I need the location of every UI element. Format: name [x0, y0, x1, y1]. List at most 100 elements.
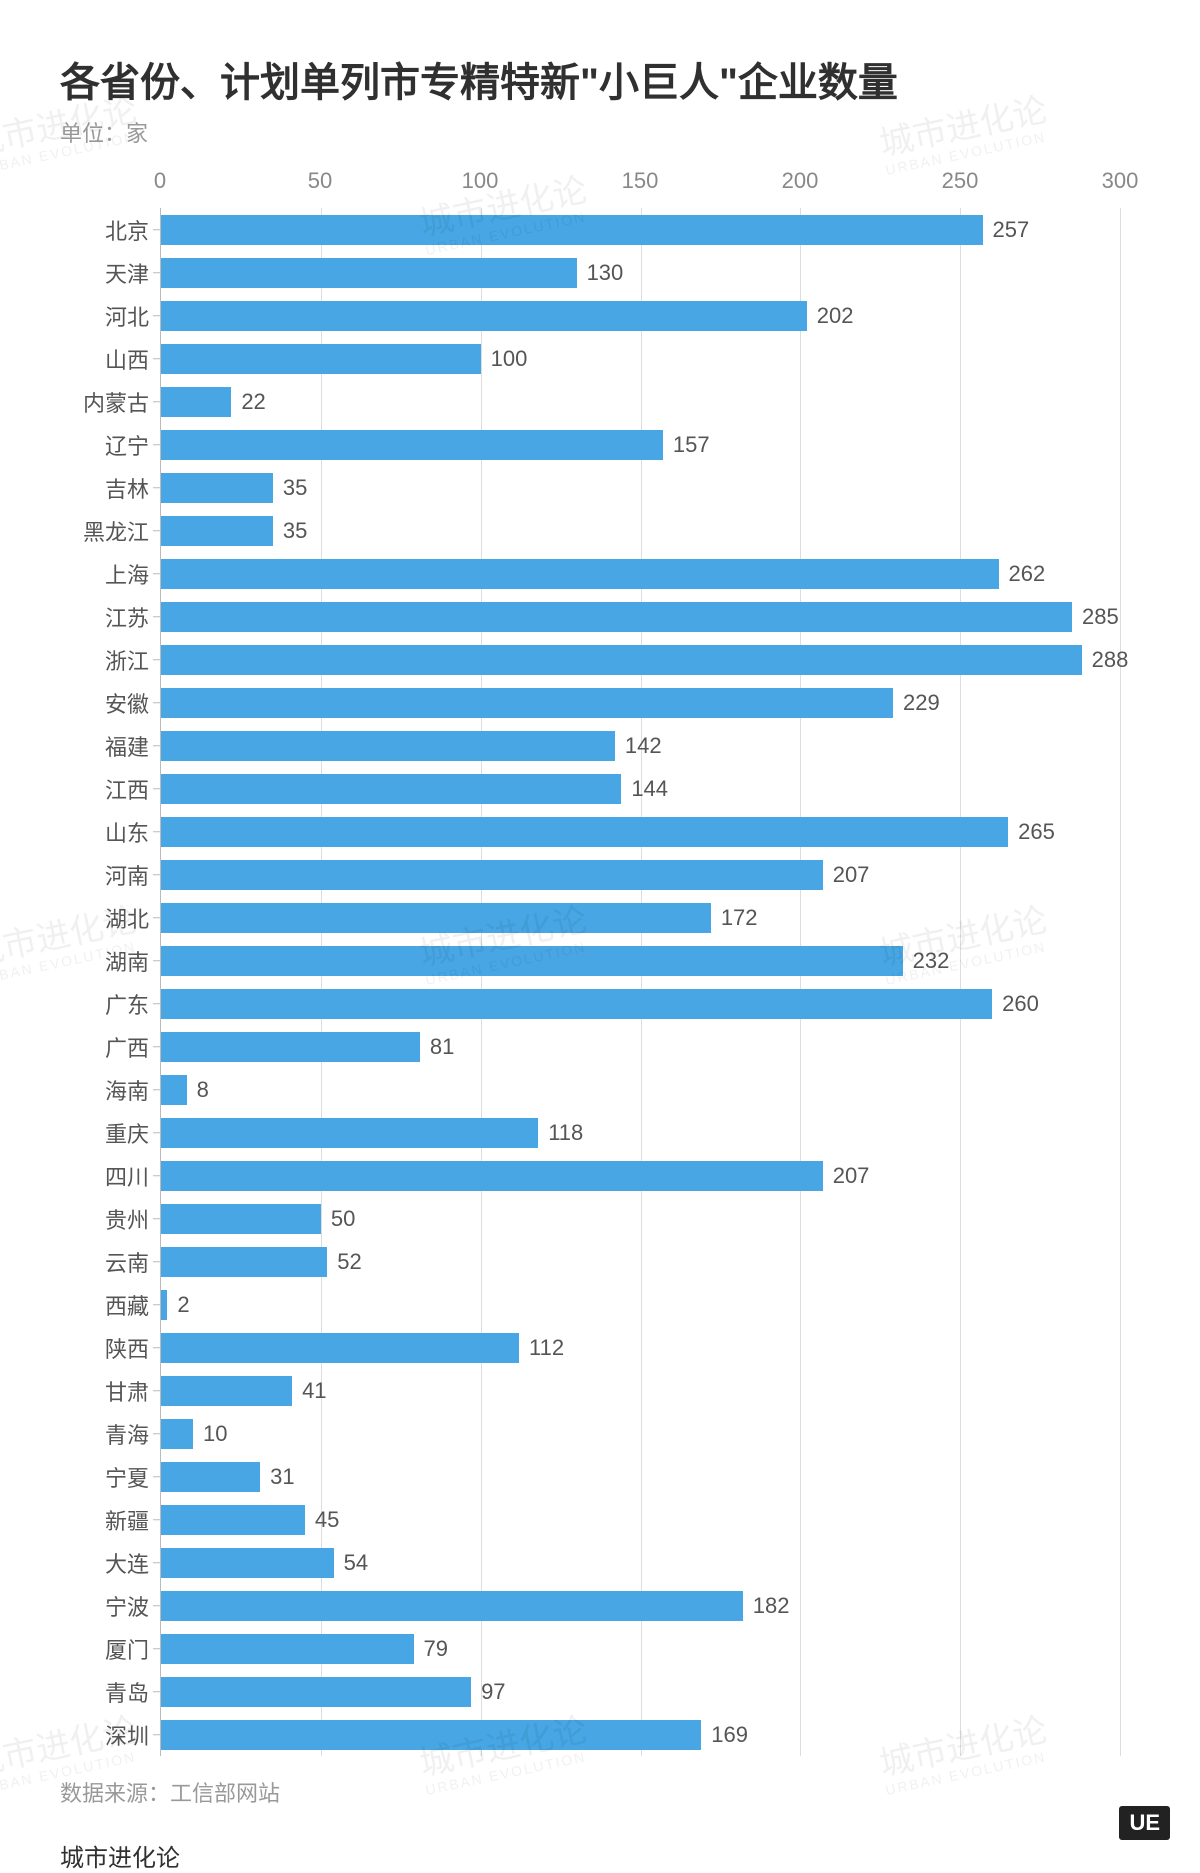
bar-row: 海南8: [161, 1068, 1120, 1111]
x-axis-tick-label: 200: [782, 168, 819, 194]
y-axis-tick: [153, 1433, 161, 1435]
category-label: 山西: [105, 343, 149, 375]
category-label: 黑龙江: [83, 515, 149, 547]
y-axis-tick: [153, 573, 161, 575]
y-axis-tick: [153, 487, 161, 489]
y-axis-tick: [153, 530, 161, 532]
bar: 207: [161, 1161, 823, 1191]
x-axis-tick-label: 50: [308, 168, 332, 194]
category-label: 福建: [105, 730, 149, 762]
bar-row: 四川207: [161, 1154, 1120, 1197]
chart-area: 050100150200250300 北京257天津130河北202山西100内…: [160, 168, 1120, 1756]
y-axis-tick: [153, 1261, 161, 1263]
category-label: 安徽: [105, 687, 149, 719]
bar: 182: [161, 1591, 743, 1621]
y-axis-tick: [153, 1003, 161, 1005]
bar-row: 西藏2: [161, 1283, 1120, 1326]
bar-row: 内蒙古22: [161, 380, 1120, 423]
bar-value-label: 172: [721, 905, 758, 931]
bar: 202: [161, 301, 807, 331]
category-label: 深圳: [105, 1719, 149, 1751]
ue-badge-icon: UE: [1119, 1806, 1170, 1840]
bar-value-label: 169: [711, 1722, 748, 1748]
category-label: 四川: [105, 1160, 149, 1192]
bar-row: 广西81: [161, 1025, 1120, 1068]
category-label: 贵州: [105, 1203, 149, 1235]
bar: 172: [161, 903, 711, 933]
category-label: 湖南: [105, 945, 149, 977]
bar-value-label: 207: [833, 862, 870, 888]
bar: 257: [161, 215, 983, 245]
category-label: 湖北: [105, 902, 149, 934]
bar-row: 宁夏31: [161, 1455, 1120, 1498]
bar-row: 河南207: [161, 853, 1120, 896]
bar-value-label: 285: [1082, 604, 1119, 630]
bar: 262: [161, 559, 999, 589]
bar: 8: [161, 1075, 187, 1105]
bar-value-label: 22: [241, 389, 265, 415]
y-axis-tick: [153, 1175, 161, 1177]
bar-row: 宁波182: [161, 1584, 1120, 1627]
bar: 10: [161, 1419, 193, 1449]
bar-row: 上海262: [161, 552, 1120, 595]
bar-row: 浙江288: [161, 638, 1120, 681]
y-axis-tick: [153, 1304, 161, 1306]
y-axis-tick: [153, 1046, 161, 1048]
bar: 35: [161, 473, 273, 503]
bar: 52: [161, 1247, 327, 1277]
bar: 207: [161, 860, 823, 890]
category-label: 辽宁: [105, 429, 149, 461]
bar-value-label: 81: [430, 1034, 454, 1060]
bar-value-label: 52: [337, 1249, 361, 1275]
category-label: 江西: [105, 773, 149, 805]
bar: 288: [161, 645, 1082, 675]
bar-row: 陕西112: [161, 1326, 1120, 1369]
bar-value-label: 2: [177, 1292, 189, 1318]
bar-row: 贵州50: [161, 1197, 1120, 1240]
bar-value-label: 144: [631, 776, 668, 802]
category-label: 宁波: [105, 1590, 149, 1622]
y-axis-tick: [153, 1605, 161, 1607]
category-label: 海南: [105, 1074, 149, 1106]
bar-value-label: 10: [203, 1421, 227, 1447]
data-source: 数据来源：工信部网站: [60, 1776, 1140, 1808]
bar-row: 河北202: [161, 294, 1120, 337]
y-axis-tick: [153, 659, 161, 661]
y-axis-tick: [153, 1390, 161, 1392]
category-label: 山东: [105, 816, 149, 848]
bar-value-label: 54: [344, 1550, 368, 1576]
bar-row: 辽宁157: [161, 423, 1120, 466]
category-label: 广西: [105, 1031, 149, 1063]
x-axis-tick-label: 150: [622, 168, 659, 194]
plot-area: 北京257天津130河北202山西100内蒙古22辽宁157吉林35黑龙江35上…: [160, 208, 1120, 1756]
bar-value-label: 232: [913, 948, 950, 974]
y-axis-tick: [153, 788, 161, 790]
bar-row: 安徽229: [161, 681, 1120, 724]
y-axis-tick: [153, 917, 161, 919]
bar-value-label: 207: [833, 1163, 870, 1189]
category-label: 青海: [105, 1418, 149, 1450]
bar: 2: [161, 1290, 167, 1320]
y-axis-tick: [153, 358, 161, 360]
y-axis-tick: [153, 1218, 161, 1220]
y-axis-tick: [153, 1519, 161, 1521]
category-label: 浙江: [105, 644, 149, 676]
bar-value-label: 257: [993, 217, 1030, 243]
bar-row: 厦门79: [161, 1627, 1120, 1670]
bar-row: 深圳169: [161, 1713, 1120, 1756]
y-axis-tick: [153, 1476, 161, 1478]
x-axis-labels: 050100150200250300: [160, 168, 1120, 208]
y-axis-tick: [153, 1089, 161, 1091]
category-label: 广东: [105, 988, 149, 1020]
bar-value-label: 118: [548, 1120, 583, 1146]
y-axis-tick: [153, 1132, 161, 1134]
bar-row: 天津130: [161, 251, 1120, 294]
category-label: 厦门: [105, 1633, 149, 1665]
y-axis-tick: [153, 1691, 161, 1693]
bar-row: 新疆45: [161, 1498, 1120, 1541]
category-label: 江苏: [105, 601, 149, 633]
bar-value-label: 8: [197, 1077, 209, 1103]
y-axis-tick: [153, 831, 161, 833]
bar-row: 湖北172: [161, 896, 1120, 939]
bar-row: 北京257: [161, 208, 1120, 251]
